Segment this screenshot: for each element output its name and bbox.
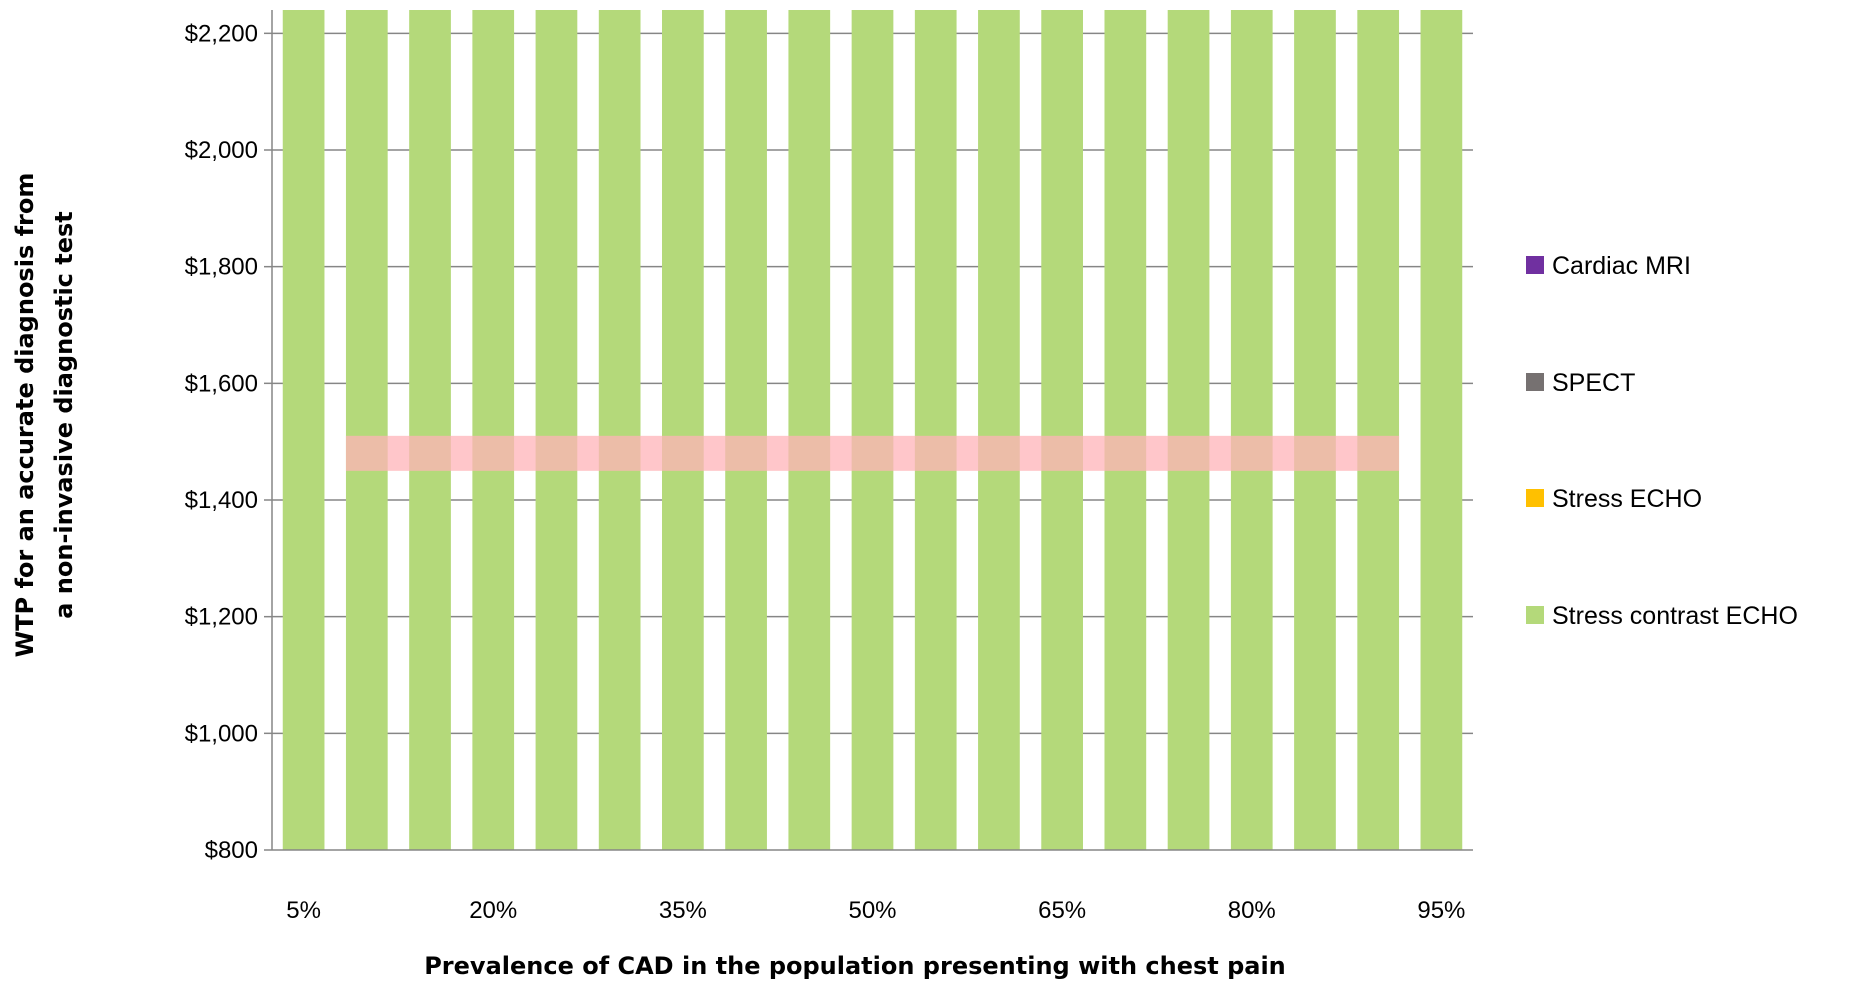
axes <box>264 10 1473 851</box>
y-tick-labels: $800 $1,000 $1,200 $1,400 $1,600 $1,800 $2,000… <box>185 20 258 864</box>
bar-30pct-series-3 <box>598 10 641 850</box>
x-axis-title: Prevalence of CAD in the population pres… <box>424 952 1286 980</box>
x-tick-label: 20% <box>469 897 517 924</box>
bar-50pct-series-3 <box>851 10 894 850</box>
y-axis-title-line2: a non-invasive diagnostic test <box>50 211 78 619</box>
legend-swatch-1 <box>1526 373 1544 391</box>
bar-20pct-series-3 <box>472 10 515 850</box>
y-tick-label: $2,200 <box>185 20 258 47</box>
bar-15pct-series-3 <box>409 10 451 850</box>
y-axis-title-line1: WTP for an accurate diagnosis from <box>11 173 39 658</box>
bar-40pct-series-3 <box>725 10 767 850</box>
bar-95pct-series-3 <box>1420 10 1463 850</box>
x-tick-label: 80% <box>1228 897 1276 924</box>
bar-45pct-series-3 <box>788 10 831 850</box>
y-tick-label: $1,800 <box>185 254 258 281</box>
y-tick-label: $1,000 <box>185 720 258 747</box>
bars <box>282 10 1463 850</box>
legend: Cardiac MRI SPECT Stress ECHO Stress contra… <box>1526 252 1798 630</box>
bar-5pct-series-3 <box>282 10 325 850</box>
y-tick-label: $800 <box>205 837 258 864</box>
x-tick-label: 5% <box>286 897 321 924</box>
x-tick-labels: 5% 20% 35% 50% 65% 80% 95% <box>286 897 1465 924</box>
x-tick-label: 65% <box>1038 897 1086 924</box>
y-tick-label: $2,000 <box>185 137 258 164</box>
legend-swatch-2 <box>1526 489 1544 507</box>
bar-55pct-series-3 <box>914 10 957 850</box>
x-tick-label: 35% <box>659 897 707 924</box>
bar-85pct-series-3 <box>1294 10 1336 850</box>
bar-70pct-series-3 <box>1104 10 1147 850</box>
y-tick-label: $1,600 <box>185 370 258 397</box>
y-tick-label: $1,200 <box>185 604 258 631</box>
legend-label-2: Stress ECHO <box>1552 485 1702 513</box>
x-tick-label: 95% <box>1417 897 1465 924</box>
highlight-band <box>345 435 1400 471</box>
x-tick-label: 50% <box>848 897 896 924</box>
legend-label-0: Cardiac MRI <box>1552 252 1691 280</box>
bar-75pct-series-3 <box>1167 10 1210 850</box>
bar-65pct-series-3 <box>1041 10 1083 850</box>
legend-swatch-0 <box>1526 256 1544 274</box>
legend-label-1: SPECT <box>1552 369 1635 397</box>
bar-80pct-series-3 <box>1230 10 1273 850</box>
legend-label-3: Stress contrast ECHO <box>1552 602 1798 630</box>
legend-swatch-3 <box>1526 606 1544 624</box>
bar-90pct-series-3 <box>1357 10 1400 850</box>
y-tick-label: $1,400 <box>185 487 258 514</box>
bar-25pct-series-3 <box>535 10 578 850</box>
bar-60pct-series-3 <box>978 10 1020 850</box>
bar-35pct-series-3 <box>662 10 704 850</box>
bar-10pct-series-3 <box>345 10 388 850</box>
